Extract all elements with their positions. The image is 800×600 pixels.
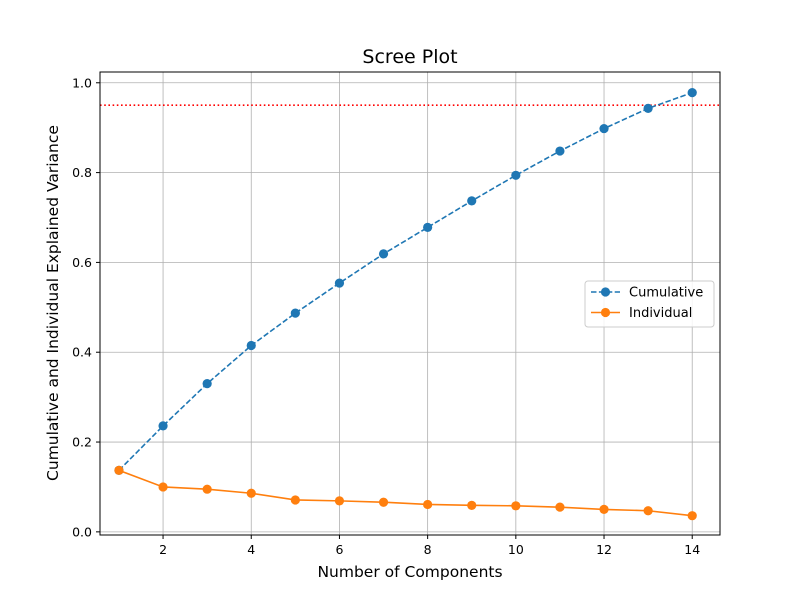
y-tick-label: 1.0 bbox=[72, 75, 92, 90]
grid-lines bbox=[100, 72, 720, 535]
cumulative-point bbox=[158, 421, 168, 431]
cumulative-point bbox=[202, 379, 212, 389]
cumulative-point bbox=[423, 222, 433, 232]
y-axis-label: Cumulative and Individual Explained Vari… bbox=[44, 125, 62, 481]
individual-point bbox=[687, 511, 697, 521]
x-tick-label: 2 bbox=[159, 542, 167, 557]
cumulative-point bbox=[378, 249, 389, 259]
y-tick-label: 0.0 bbox=[72, 524, 92, 539]
individual-point bbox=[114, 465, 124, 475]
y-tick-label: 0.4 bbox=[72, 345, 92, 360]
individual-point bbox=[555, 502, 565, 512]
individual-point bbox=[290, 495, 300, 505]
individual-point bbox=[202, 484, 212, 494]
x-tick-label: 12 bbox=[596, 542, 612, 557]
individual-point bbox=[643, 506, 653, 516]
x-tick-label: 14 bbox=[684, 542, 700, 557]
cumulative-point bbox=[687, 88, 697, 98]
legend-cumulative-label: Cumulative bbox=[629, 286, 703, 301]
individual-point bbox=[378, 497, 389, 507]
cumulative-point bbox=[246, 340, 256, 351]
series-layer bbox=[114, 88, 697, 521]
x-tick-label: 10 bbox=[508, 542, 524, 557]
x-tick-label: 4 bbox=[247, 542, 255, 557]
y-tick-label: 0.8 bbox=[72, 165, 92, 180]
y-tick-label: 0.2 bbox=[72, 435, 92, 450]
plot-area-frame bbox=[99, 71, 721, 536]
chart-title: Scree Plot bbox=[362, 46, 457, 68]
cumulative-point bbox=[555, 146, 565, 156]
y-axis: 0.0 0.2 0.4 0.6 0.8 1.0 bbox=[72, 75, 100, 539]
cumulative-point bbox=[467, 196, 477, 206]
individual-point bbox=[158, 482, 168, 492]
x-tick-label: 8 bbox=[424, 542, 432, 557]
x-axis: 2 4 6 8 10 12 14 bbox=[159, 535, 700, 557]
cumulative-point bbox=[599, 123, 609, 134]
individual-point bbox=[467, 500, 477, 510]
individual-line bbox=[118, 469, 693, 517]
x-axis-label: Number of Components bbox=[317, 563, 502, 581]
x-tick-label: 6 bbox=[335, 542, 343, 557]
individual-point bbox=[246, 488, 256, 498]
individual-series bbox=[114, 465, 697, 521]
individual-point bbox=[599, 504, 609, 515]
cumulative-line bbox=[118, 91, 693, 471]
legend-individual-marker bbox=[600, 307, 611, 318]
cumulative-point bbox=[334, 278, 345, 288]
cumulative-point bbox=[511, 170, 521, 180]
individual-point bbox=[423, 499, 433, 510]
y-tick-label: 0.6 bbox=[72, 255, 92, 270]
legend-cumulative-marker bbox=[600, 287, 611, 297]
cumulative-point bbox=[643, 103, 653, 113]
individual-point bbox=[511, 501, 521, 511]
legend: Cumulative Individual bbox=[584, 280, 715, 328]
legend-individual-label: Individual bbox=[629, 306, 692, 321]
cumulative-point bbox=[290, 308, 300, 318]
individual-point bbox=[334, 496, 345, 506]
